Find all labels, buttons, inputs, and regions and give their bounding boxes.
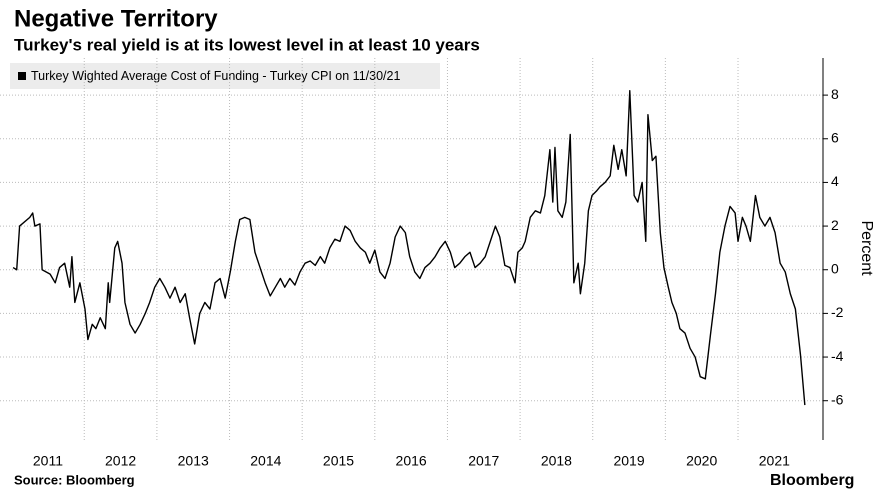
y-tick-label: 4	[831, 173, 839, 189]
legend-label: Turkey Wighted Average Cost of Funding -…	[31, 69, 400, 83]
y-tick-label: 2	[831, 217, 839, 233]
y-axis-label: Percent	[858, 220, 875, 276]
y-tick-label: 0	[831, 260, 839, 276]
source: Source: Bloomberg	[14, 472, 135, 487]
y-tick-label: -2	[831, 304, 844, 320]
x-tick-label: 2017	[468, 453, 499, 469]
legend-box	[10, 63, 440, 89]
chart-title: Negative Territory	[14, 5, 218, 32]
y-tick-label: 6	[831, 129, 839, 145]
x-tick-label: 2015	[323, 453, 354, 469]
x-tick-label: 2020	[686, 453, 717, 469]
y-tick-label: -4	[831, 348, 844, 364]
x-tick-label: 2016	[396, 453, 427, 469]
x-tick-label: 2019	[613, 453, 644, 469]
y-tick-label: -6	[831, 391, 844, 407]
y-tick-label: 8	[831, 86, 839, 102]
x-tick-label: 2014	[250, 453, 281, 469]
x-tick-label: 2013	[178, 453, 209, 469]
x-tick-label: 2018	[541, 453, 572, 469]
x-tick-label: 2021	[759, 453, 790, 469]
x-tick-label: 2012	[105, 453, 136, 469]
legend-swatch	[18, 72, 26, 80]
brand: Bloomberg	[770, 472, 854, 489]
series-line	[12, 90, 806, 406]
chart-subtitle: Turkey's real yield is at its lowest lev…	[14, 35, 480, 54]
x-tick-label: 2011	[33, 453, 63, 469]
